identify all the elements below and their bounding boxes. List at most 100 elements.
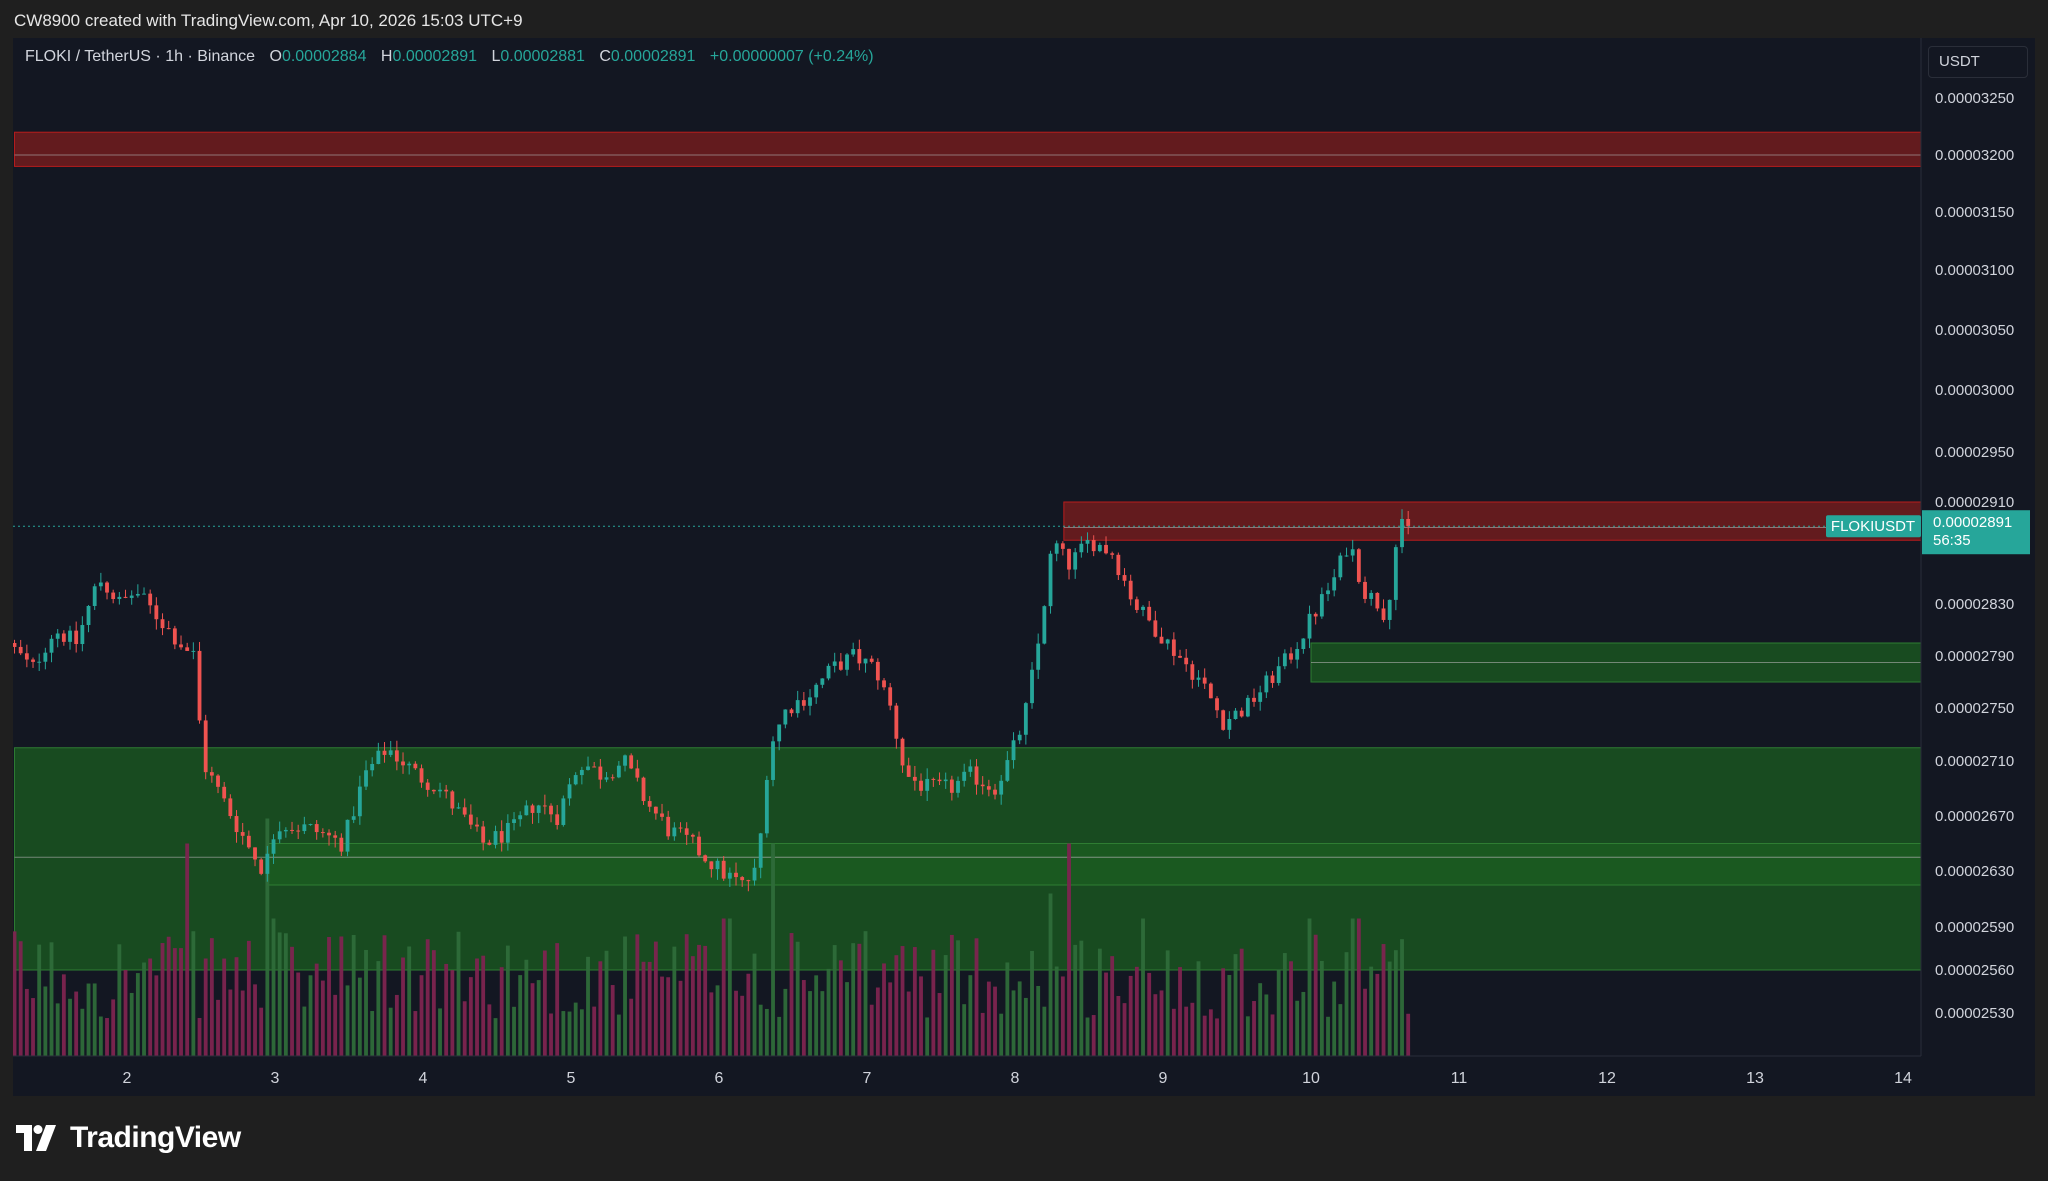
volume-bar (1190, 1002, 1195, 1056)
candle-body (851, 649, 856, 655)
candle-body (1356, 549, 1361, 582)
price-tick-label: 0.00002530 (1935, 1005, 2014, 1022)
candle-body (919, 780, 923, 791)
volume-bar (370, 1011, 375, 1056)
candle-body (746, 880, 751, 882)
volume-bar (1319, 960, 1324, 1056)
candle-body (1165, 639, 1170, 644)
volume-bar (1332, 981, 1337, 1056)
tradingview-logo[interactable]: TradingView (16, 1120, 241, 1156)
candle-body (1184, 657, 1189, 665)
candle-body (1289, 653, 1293, 660)
candle-body (623, 755, 627, 766)
volume-bar (209, 938, 214, 1056)
candle-body (1332, 577, 1337, 591)
volume-bar (586, 956, 590, 1056)
volume-bar (1233, 954, 1238, 1056)
candle-body (1159, 636, 1164, 644)
volume-bar (357, 977, 362, 1056)
candle-body (931, 778, 936, 780)
candle-body (1208, 683, 1213, 699)
volume-bar (863, 931, 868, 1056)
symbol-label[interactable]: FLOKI / TetherUS · 1h · Binance (25, 48, 256, 65)
candle-body (734, 872, 738, 878)
volume-bar (1276, 969, 1281, 1056)
volume-bar (888, 982, 893, 1056)
volume-bar (13, 931, 17, 1056)
candle-body (814, 684, 819, 698)
candle-body (592, 766, 597, 768)
volume-bar (24, 988, 29, 1056)
volume-bar (623, 936, 627, 1056)
volume-bar (542, 950, 547, 1056)
candle-body (690, 834, 695, 837)
candle-body (709, 861, 714, 870)
candle-body (771, 741, 775, 780)
volume-bar (1258, 983, 1263, 1056)
volume-bar (117, 944, 122, 1056)
candle-body (808, 697, 812, 706)
candle-body (604, 777, 609, 780)
volume-bar (1097, 948, 1102, 1056)
candle-body (86, 605, 91, 626)
candle-body (1282, 653, 1287, 667)
volume-bar (1196, 961, 1201, 1056)
high-label: H (380, 48, 393, 65)
volume-bar (80, 1008, 85, 1056)
candle-body (222, 786, 227, 799)
volume-bar (530, 983, 535, 1056)
candle-body (1073, 552, 1078, 570)
candle-body (444, 789, 449, 792)
candle-body (234, 816, 239, 833)
volume-bar (481, 955, 486, 1056)
price-tick-label: 0.00002830 (1935, 596, 2014, 613)
candle-body (641, 777, 646, 802)
volume-bar (283, 933, 288, 1056)
volume-bar (1017, 981, 1022, 1056)
candle-body (980, 784, 985, 787)
volume-bar (832, 945, 837, 1056)
currency-button[interactable]: USDT (1928, 46, 2028, 78)
candle-body (74, 630, 79, 645)
volume-bar (308, 975, 313, 1056)
volume-bar (783, 988, 788, 1056)
candle-body (555, 814, 560, 825)
volume-bar (68, 998, 72, 1056)
candle-body (259, 859, 264, 874)
volume-bar (203, 958, 208, 1056)
volume-bar (882, 963, 886, 1056)
candle-body (80, 625, 85, 645)
time-tick-label: 8 (1011, 1070, 1020, 1087)
candle-body (1067, 548, 1071, 570)
volume-bar (74, 991, 79, 1056)
volume-bar (592, 1006, 597, 1056)
volume-bar (1375, 973, 1380, 1056)
volume-bar (86, 983, 91, 1056)
volume-bar (1104, 972, 1108, 1056)
candle-body (764, 779, 769, 834)
volume-bar (838, 960, 843, 1056)
volume-bar (740, 995, 745, 1056)
candle-body (530, 805, 535, 813)
candle-body (777, 724, 782, 742)
candle-body (475, 824, 479, 827)
volume-bar (697, 944, 701, 1056)
candle-body (684, 828, 689, 835)
volume-bar (1184, 1006, 1189, 1056)
time-tick-label: 12 (1598, 1070, 1616, 1087)
volume-bar (505, 945, 510, 1056)
volume-bar (1085, 1017, 1090, 1056)
volume-bar (647, 961, 652, 1056)
candle-body (462, 807, 467, 815)
volume-bar (1116, 995, 1121, 1056)
candle-body (1178, 655, 1182, 658)
candle-body (993, 789, 997, 795)
candle-body (1011, 740, 1016, 761)
candle-body (92, 586, 97, 606)
candle-body (1128, 580, 1133, 600)
volume-bar (1042, 1006, 1047, 1056)
price-tick-label: 0.00002790 (1935, 648, 2014, 665)
candle-body (1406, 518, 1411, 527)
candle-body (388, 750, 393, 755)
